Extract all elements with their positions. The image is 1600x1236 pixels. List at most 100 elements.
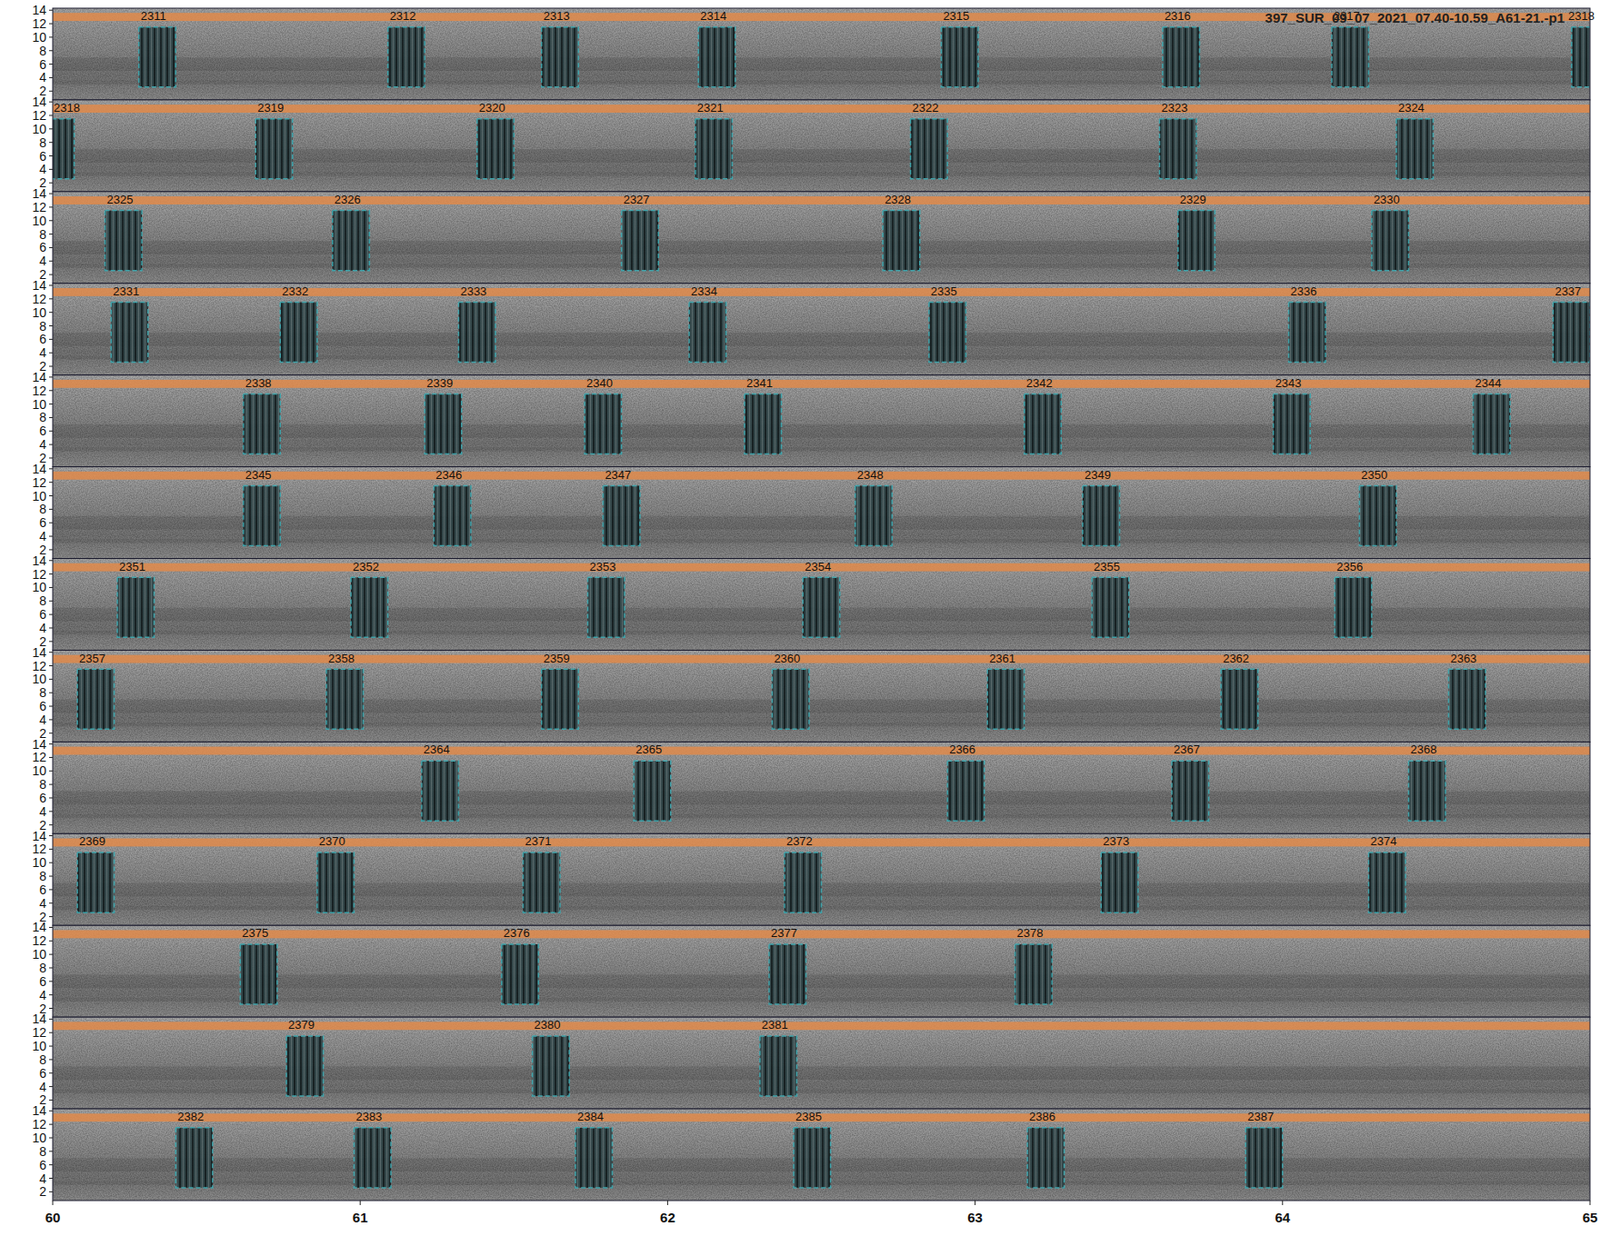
box-label: 2381: [761, 1018, 789, 1032]
y-tick-label: 4: [39, 712, 47, 728]
detection-box: [541, 669, 580, 730]
y-tick-label: 8: [39, 777, 47, 792]
detection-box: [541, 27, 580, 88]
strip-frame: [52, 100, 1590, 192]
box-label: 2336: [1290, 284, 1318, 299]
y-tick-label: 4: [39, 988, 47, 1003]
detection-box: [1368, 852, 1406, 913]
detection-box: [1334, 577, 1372, 638]
strip: [52, 1109, 1590, 1201]
box-label: 2339: [426, 376, 453, 390]
spectrogram-bg: [52, 741, 1590, 834]
detection-box: [255, 119, 293, 180]
y-tick: [49, 325, 53, 327]
y-tick-label: 6: [39, 699, 47, 714]
y-tick-label: 6: [39, 1066, 47, 1081]
detection-box: [587, 577, 625, 638]
box-label: 2342: [1026, 376, 1053, 390]
y-tick: [49, 743, 53, 745]
box-label: 2356: [1336, 560, 1363, 574]
y-tick-label: 12: [31, 16, 47, 31]
y-tick-label: 14: [31, 920, 47, 935]
box-label: 2343: [1275, 376, 1302, 390]
y-tick-label: 8: [39, 685, 47, 700]
box-label: 2385: [795, 1110, 822, 1124]
detection-box: [1171, 760, 1210, 821]
detection-box: [280, 302, 318, 363]
y-tick-label: 12: [31, 933, 47, 949]
spectrogram-noise: [52, 467, 1590, 560]
detection-box: [575, 1128, 613, 1189]
y-tick: [49, 849, 53, 850]
detection-box: [1331, 27, 1370, 88]
box-label: 2323: [1161, 100, 1189, 115]
box-label: 2363: [1450, 651, 1477, 666]
y-tick-label: 12: [31, 291, 47, 307]
box-label: 2338: [245, 376, 272, 390]
strip-frame: [52, 283, 1590, 376]
box-label: 2325: [106, 192, 133, 207]
box-label: 2347: [604, 468, 631, 482]
spectrogram-bg: [52, 191, 1590, 284]
y-tick: [49, 128, 53, 130]
detection-box: [1015, 944, 1053, 1005]
y-tick-label: 12: [31, 1025, 47, 1040]
detection-box: [1082, 485, 1120, 546]
spectrogram-bg: [52, 100, 1590, 192]
y-tick: [49, 352, 53, 354]
box-label: 2358: [328, 651, 355, 666]
noise-band: [52, 240, 1590, 255]
box-label: 2332: [281, 284, 309, 299]
y-tick-label: 8: [39, 135, 47, 150]
y-tick: [49, 640, 53, 642]
y-tick-label: 8: [39, 43, 47, 59]
detection-box: [501, 944, 540, 1005]
y-tick: [49, 627, 53, 629]
y-tick: [49, 1191, 53, 1193]
y-tick: [49, 1137, 53, 1139]
box-label: 2321: [697, 100, 724, 115]
highlight-band: [52, 1021, 1590, 1030]
y-tick-label: 4: [39, 620, 47, 636]
y-tick-label: 12: [31, 841, 47, 857]
detection-box: [52, 119, 75, 180]
spectrogram-noise: [52, 375, 1590, 468]
detection-box: [987, 669, 1025, 730]
y-tick-label: 14: [31, 94, 47, 110]
strip-frame: [52, 833, 1590, 926]
y-tick: [49, 1086, 53, 1088]
y-tick-label: 10: [31, 121, 47, 137]
y-tick-label: 2: [39, 1184, 47, 1200]
strip: [52, 741, 1590, 834]
y-tick-label: 6: [39, 607, 47, 622]
y-tick: [49, 182, 53, 184]
y-tick: [49, 573, 53, 575]
noise-band: [52, 791, 1590, 806]
y-tick-label: 4: [39, 1080, 47, 1095]
box-label: 2316: [1164, 9, 1191, 23]
strip-frame: [52, 650, 1590, 742]
y-tick: [49, 298, 53, 300]
y-tick: [49, 1110, 53, 1112]
box-label: 2312: [390, 9, 417, 23]
x-tick: [667, 1200, 669, 1206]
y-tick-label: 14: [31, 1103, 47, 1119]
x-tick: [360, 1200, 361, 1206]
y-tick: [49, 757, 53, 759]
y-tick-label: 4: [39, 70, 47, 85]
y-tick: [49, 1019, 53, 1020]
box-label: 2353: [589, 560, 616, 574]
box-label: 2320: [479, 100, 506, 115]
detection-box: [1100, 852, 1139, 913]
box-label: 2364: [423, 742, 450, 757]
detection-box: [1162, 27, 1200, 88]
detection-box: [802, 577, 840, 638]
y-tick-label: 8: [39, 1144, 47, 1160]
detection-box: [760, 1036, 798, 1097]
box-label: 2313: [543, 9, 570, 23]
box-label: 2341: [746, 376, 773, 390]
box-label: 2386: [1029, 1110, 1056, 1124]
detection-box: [1359, 485, 1397, 546]
detection-box: [326, 669, 364, 730]
y-tick: [49, 1032, 53, 1034]
